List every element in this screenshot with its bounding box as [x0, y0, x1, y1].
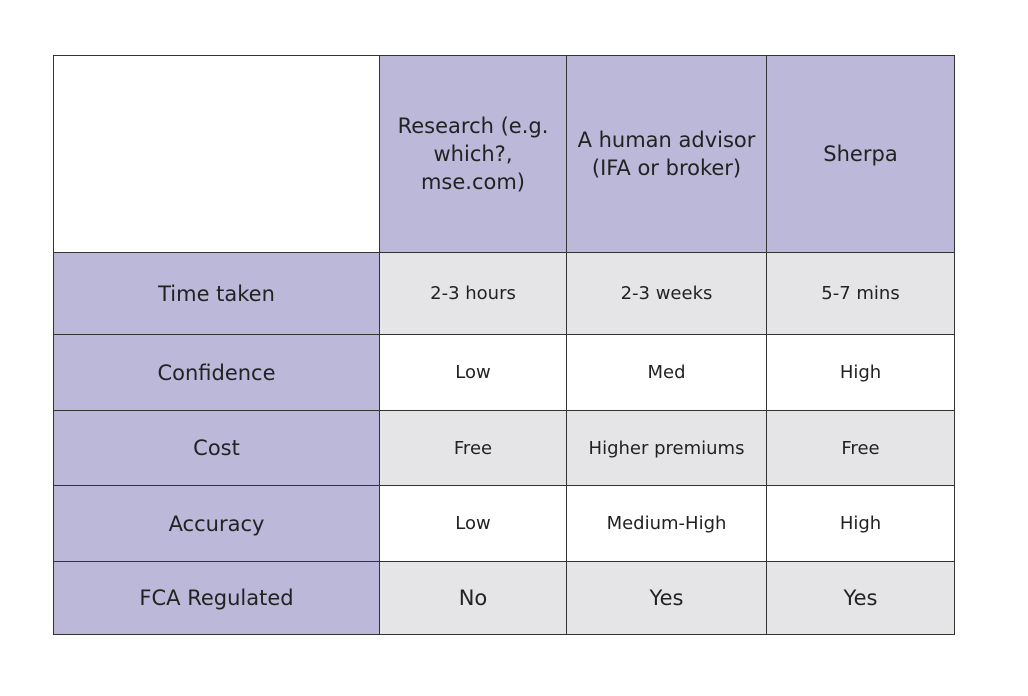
row-label-cost: Cost	[53, 410, 380, 486]
cell-cost-sherpa: Free	[766, 410, 955, 486]
column-header-sherpa: Sherpa	[766, 55, 955, 253]
row-label-time-taken: Time taken	[53, 252, 380, 335]
row-label-confidence: Confidence	[53, 334, 380, 411]
table-row-fca-regulated: FCA Regulated No Yes Yes	[53, 561, 955, 635]
table-row-confidence: Confidence Low Med High	[53, 334, 955, 411]
cell-accuracy-sherpa: High	[766, 485, 955, 562]
cell-accuracy-research: Low	[379, 485, 567, 562]
cell-fca-research: No	[379, 561, 567, 635]
row-label-accuracy: Accuracy	[53, 485, 380, 562]
column-header-human-advisor: A human advisor (IFA or broker)	[566, 55, 767, 253]
table-row-time-taken: Time taken 2-3 hours 2-3 weeks 5-7 mins	[53, 252, 955, 335]
row-label-fca-regulated: FCA Regulated	[53, 561, 380, 635]
cell-time-human-advisor: 2-3 weeks	[566, 252, 767, 335]
cell-cost-research: Free	[379, 410, 567, 486]
cell-confidence-research: Low	[379, 334, 567, 411]
cell-cost-human-advisor: Higher premiums	[566, 410, 767, 486]
empty-corner-cell	[53, 55, 380, 253]
cell-fca-sherpa: Yes	[766, 561, 955, 635]
cell-fca-human-advisor: Yes	[566, 561, 767, 635]
table-row-cost: Cost Free Higher premiums Free	[53, 410, 955, 486]
table-row-accuracy: Accuracy Low Medium-High High	[53, 485, 955, 562]
comparison-table: Research (e.g. which?, mse.com) A human …	[53, 55, 955, 635]
cell-accuracy-human-advisor: Medium-High	[566, 485, 767, 562]
header-row: Research (e.g. which?, mse.com) A human …	[53, 55, 955, 253]
column-header-research: Research (e.g. which?, mse.com)	[379, 55, 567, 253]
cell-confidence-sherpa: High	[766, 334, 955, 411]
cell-time-research: 2-3 hours	[379, 252, 567, 335]
cell-time-sherpa: 5-7 mins	[766, 252, 955, 335]
cell-confidence-human-advisor: Med	[566, 334, 767, 411]
